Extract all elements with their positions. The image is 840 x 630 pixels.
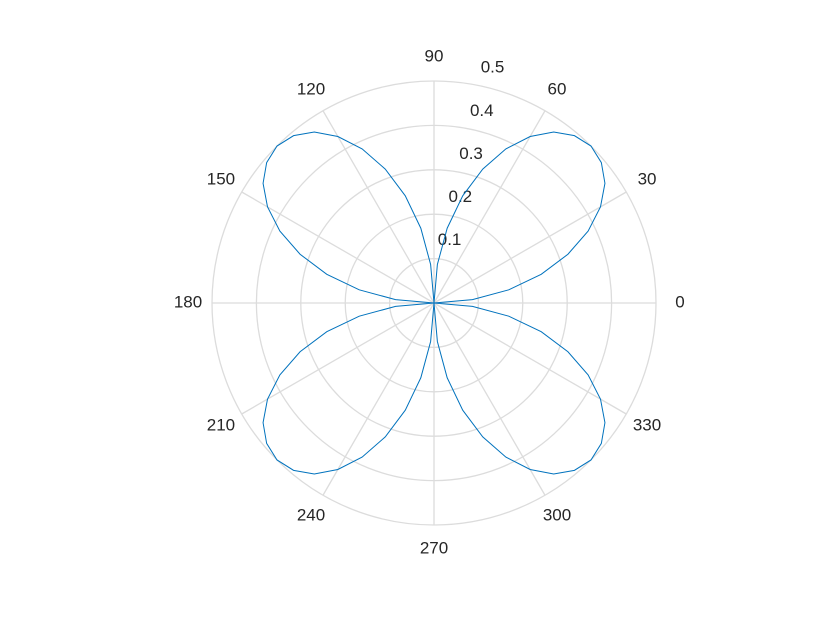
theta-tick-label: 180 [174,292,202,311]
r-grid-circle [211,80,657,526]
theta-grid-line [433,302,546,496]
r-grid-circle [300,169,568,437]
r-tick-label: 0.1 [438,230,462,249]
theta-tick-label: 210 [207,415,235,434]
r-grid-circle [388,257,480,349]
theta-tick-label: 300 [543,506,571,525]
r-grid-circle [255,124,613,482]
r-tick-label: 0.2 [449,187,473,206]
theta-tick-label: 120 [297,79,325,98]
theta-tick-label: 240 [297,506,325,525]
theta-grid-line [322,302,435,496]
r-tick-label: 0.4 [470,101,494,120]
r-tick-label: 0.3 [459,144,483,163]
theta-tick-label: 150 [207,169,235,188]
theta-grid-line [433,302,627,415]
polar-line [262,131,606,475]
theta-grid-line [433,110,546,304]
r-grid-circle [344,213,524,393]
theta-grid-line [241,302,435,415]
theta-tick-label: 30 [638,169,657,188]
theta-tick-label: 270 [420,538,448,557]
theta-tick-label: 60 [548,79,567,98]
theta-grid-line [322,110,435,304]
theta-grid-line [241,191,435,304]
theta-tick-label: 330 [633,415,661,434]
theta-tick-label: 0 [675,292,684,311]
r-tick-label: 0.5 [481,58,505,77]
theta-grid-line [433,191,627,304]
theta-tick-label: 90 [425,46,444,65]
